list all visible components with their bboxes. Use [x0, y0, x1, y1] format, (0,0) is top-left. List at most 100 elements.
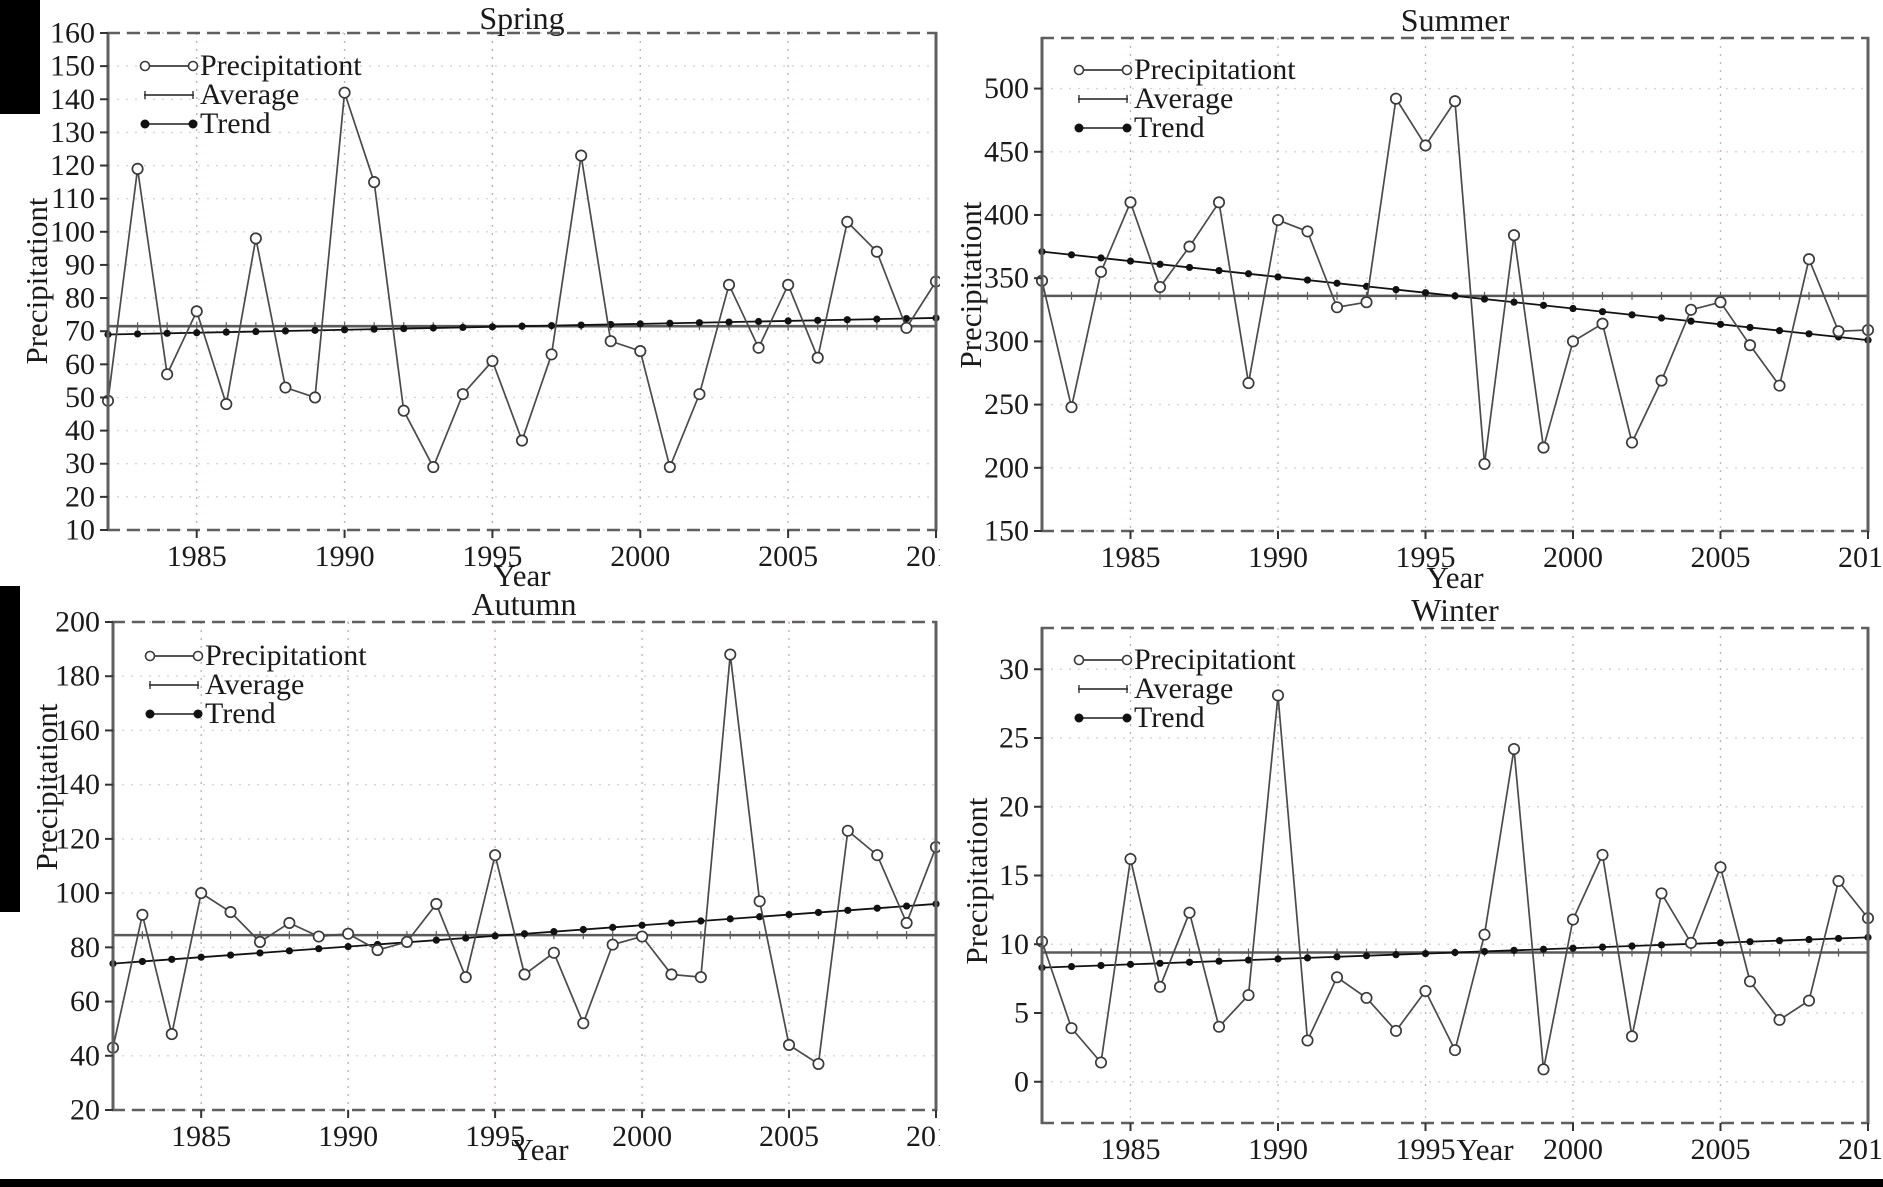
svg-text:140: 140: [50, 83, 95, 116]
x-axis-label-summer: Year: [1426, 560, 1484, 595]
svg-text:130: 130: [50, 116, 95, 149]
precipitation-line-icon: [1073, 64, 1133, 76]
svg-text:500: 500: [984, 72, 1029, 105]
svg-text:1990: 1990: [1248, 541, 1308, 574]
svg-text:180: 180: [55, 660, 100, 693]
svg-text:50: 50: [65, 381, 95, 414]
svg-text:100: 100: [55, 877, 100, 910]
svg-text:2005: 2005: [1691, 1133, 1751, 1166]
precipitation-line-icon: [144, 650, 204, 662]
legend-item-precipitation: Precipitationt: [138, 51, 362, 81]
x-axis-label-winter: Year: [1456, 1132, 1514, 1167]
legend-item-average: Average: [1072, 674, 1296, 704]
svg-text:120: 120: [55, 822, 100, 855]
legend-autumn: Precipitationt Average Trend: [143, 641, 367, 729]
svg-text:0: 0: [1014, 1065, 1029, 1098]
svg-text:10: 10: [999, 928, 1029, 961]
legend-item-precipitation: Precipitationt: [1072, 55, 1296, 85]
summer-plot: 150 200 250 300 350 400 450 500 1985 1990 1995 2000…: [984, 36, 1883, 574]
winter-plot: 0 5 10 15 20 25 30 1985 1990 1995 2000 2005 2010: [999, 626, 1883, 1166]
trend-line-icon: [140, 119, 198, 129]
svg-text:110: 110: [51, 182, 95, 215]
svg-text:2005: 2005: [758, 540, 818, 573]
legend-spring: Precipitationt Average Trend: [138, 51, 362, 139]
svg-text:2010: 2010: [906, 540, 940, 573]
svg-text:160: 160: [55, 714, 100, 747]
svg-text:30: 30: [999, 653, 1029, 686]
scan-artifact-bottom-bar: [0, 1179, 1883, 1187]
svg-text:2000: 2000: [610, 540, 670, 573]
autumn-plot: 20 40 60 80 100 120 140 160 180 200 1985 1990 1995 20…: [55, 606, 940, 1153]
x-axis-label-spring: Year: [493, 558, 551, 593]
svg-text:80: 80: [70, 931, 100, 964]
svg-text:2010: 2010: [1838, 1133, 1883, 1166]
svg-text:20: 20: [999, 790, 1029, 823]
legend-summer: Precipitationt Average Trend: [1072, 55, 1296, 143]
svg-text:5: 5: [1014, 997, 1029, 1030]
average-line-icon: [1078, 685, 1128, 693]
chart-title-spring: Spring: [479, 0, 565, 36]
svg-text:25: 25: [999, 722, 1029, 755]
trend-line-icon: [1074, 123, 1132, 133]
svg-text:1990: 1990: [318, 1120, 378, 1153]
svg-text:20: 20: [65, 480, 95, 513]
svg-text:1995: 1995: [462, 540, 522, 573]
svg-text:80: 80: [65, 282, 95, 315]
svg-text:2000: 2000: [1543, 1133, 1603, 1166]
svg-text:40: 40: [65, 414, 95, 447]
legend-item-trend: Trend: [143, 699, 367, 729]
svg-text:1990: 1990: [315, 540, 375, 573]
svg-text:1990: 1990: [1248, 1133, 1308, 1166]
chart-title-summer: Summer: [1400, 2, 1510, 38]
legend-item-precipitation: Precipitationt: [143, 641, 367, 671]
legend-item-average: Average: [143, 670, 367, 700]
legend-item-average: Average: [138, 80, 362, 110]
chart-title-autumn: Autumn: [471, 586, 577, 622]
average-line-icon: [1078, 95, 1128, 103]
svg-text:40: 40: [70, 1039, 100, 1072]
svg-text:60: 60: [65, 348, 95, 381]
svg-text:30: 30: [65, 447, 95, 480]
svg-text:200: 200: [984, 451, 1029, 484]
svg-text:150: 150: [984, 515, 1029, 548]
svg-text:300: 300: [984, 325, 1029, 358]
svg-text:2010: 2010: [1838, 541, 1883, 574]
svg-text:1995: 1995: [1396, 1133, 1456, 1166]
svg-text:20: 20: [70, 1094, 100, 1127]
legend-item-trend: Trend: [138, 109, 362, 139]
svg-text:2000: 2000: [612, 1120, 672, 1153]
svg-text:2005: 2005: [1691, 541, 1751, 574]
svg-text:2010: 2010: [906, 1120, 940, 1153]
svg-text:90: 90: [65, 248, 95, 281]
svg-text:400: 400: [984, 198, 1029, 231]
svg-text:120: 120: [50, 149, 95, 182]
svg-text:200: 200: [55, 606, 100, 639]
svg-text:2005: 2005: [759, 1120, 819, 1153]
svg-text:350: 350: [984, 262, 1029, 295]
svg-text:1985: 1985: [171, 1120, 231, 1153]
svg-text:1985: 1985: [167, 540, 227, 573]
scan-artifact-left-edge: [0, 586, 20, 912]
legend-winter: Precipitationt Average Trend: [1072, 645, 1296, 733]
svg-text:70: 70: [65, 315, 95, 348]
svg-text:100: 100: [50, 215, 95, 248]
svg-text:1995: 1995: [465, 1120, 525, 1153]
chart-title-winter: Winter: [1411, 592, 1499, 628]
svg-text:1985: 1985: [1101, 1133, 1161, 1166]
svg-text:140: 140: [55, 768, 100, 801]
svg-text:2000: 2000: [1543, 541, 1603, 574]
svg-text:450: 450: [984, 135, 1029, 168]
svg-text:10: 10: [65, 514, 95, 547]
svg-text:150: 150: [50, 50, 95, 83]
svg-text:160: 160: [50, 17, 95, 50]
x-axis-label-autumn: Year: [511, 1132, 569, 1167]
trend-line-icon: [1074, 713, 1132, 723]
svg-text:1985: 1985: [1101, 541, 1161, 574]
svg-text:1995: 1995: [1396, 541, 1456, 574]
average-line-icon: [149, 681, 199, 689]
trend-line-icon: [145, 709, 203, 719]
svg-text:250: 250: [984, 388, 1029, 421]
legend-item-trend: Trend: [1072, 703, 1296, 733]
svg-text:60: 60: [70, 985, 100, 1018]
